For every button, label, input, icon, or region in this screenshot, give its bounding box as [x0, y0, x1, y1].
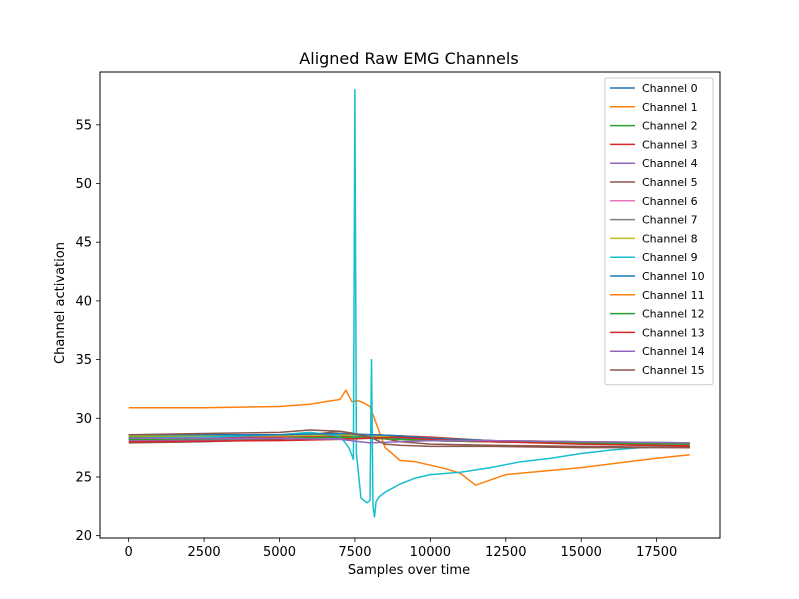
series-line-channel-9: [128, 88, 690, 518]
legend-entry-label: Channel 5: [642, 176, 698, 189]
plot-area: [99, 71, 721, 539]
y-tick-label: 35: [75, 353, 92, 368]
legend-entry-label: Channel 9: [642, 251, 698, 264]
legend-entry-label: Channel 15: [642, 364, 705, 377]
legend-entry-label: Channel 2: [642, 120, 698, 133]
x-tick-label: 10000: [410, 545, 451, 560]
x-tick-label: 15000: [561, 545, 602, 560]
legend-entry-label: Channel 1: [642, 101, 698, 114]
legend-entry-label: Channel 3: [642, 138, 698, 151]
series-line-channel-1: [128, 389, 690, 486]
legend-entry-label: Channel 7: [642, 214, 698, 227]
x-tick-label: 7500: [338, 545, 371, 560]
x-tick-label: 17500: [636, 545, 677, 560]
y-tick-label: 40: [75, 294, 92, 309]
legend-entry-label: Channel 14: [642, 345, 705, 358]
x-axis-label: Samples over time: [348, 563, 470, 578]
x-tick-label: 0: [125, 545, 133, 560]
legend: Channel 0 Channel 1 Channel 2 Channel 3 Chan…: [604, 77, 714, 386]
x-tick-label: 12500: [485, 545, 526, 560]
series-group: [128, 88, 690, 518]
legend-entry-label: Channel 10: [642, 270, 705, 283]
y-tick-label: 25: [75, 470, 92, 485]
y-tick-label: 55: [75, 118, 92, 133]
series-line-channel-12: [128, 436, 690, 445]
y-axis-label: Channel activation: [53, 242, 68, 364]
chart-title: Aligned Raw EMG Channels: [299, 49, 518, 68]
legend-entry-label: Channel 8: [642, 232, 698, 245]
legend-entry-label: Channel 0: [642, 82, 698, 95]
y-tick-label: 30: [75, 412, 92, 427]
series-line-channel-15: [128, 429, 690, 449]
legend-box: [604, 77, 714, 386]
y-tick-label: 50: [75, 177, 92, 192]
x-tick-label: 2500: [188, 545, 221, 560]
x-axis: 0 2500 5000 7500 10000 12500 15000 17500: [125, 538, 677, 560]
legend-entry-label: Channel 11: [642, 289, 705, 302]
plot-frame: [99, 71, 721, 539]
x-tick-label: 5000: [263, 545, 296, 560]
legend-entry-label: Channel 6: [642, 195, 698, 208]
y-axis: 20 25 30 35 40 45 50 55: [75, 118, 100, 544]
legend-entry-label: Channel 13: [642, 326, 705, 339]
y-tick-label: 45: [75, 236, 92, 251]
legend-entry-label: Channel 4: [642, 157, 698, 170]
legend-entry-label: Channel 12: [642, 308, 705, 321]
series-line-channel-14: [128, 437, 690, 444]
y-tick-label: 20: [75, 529, 92, 544]
series-line-channel-13: [128, 436, 690, 448]
